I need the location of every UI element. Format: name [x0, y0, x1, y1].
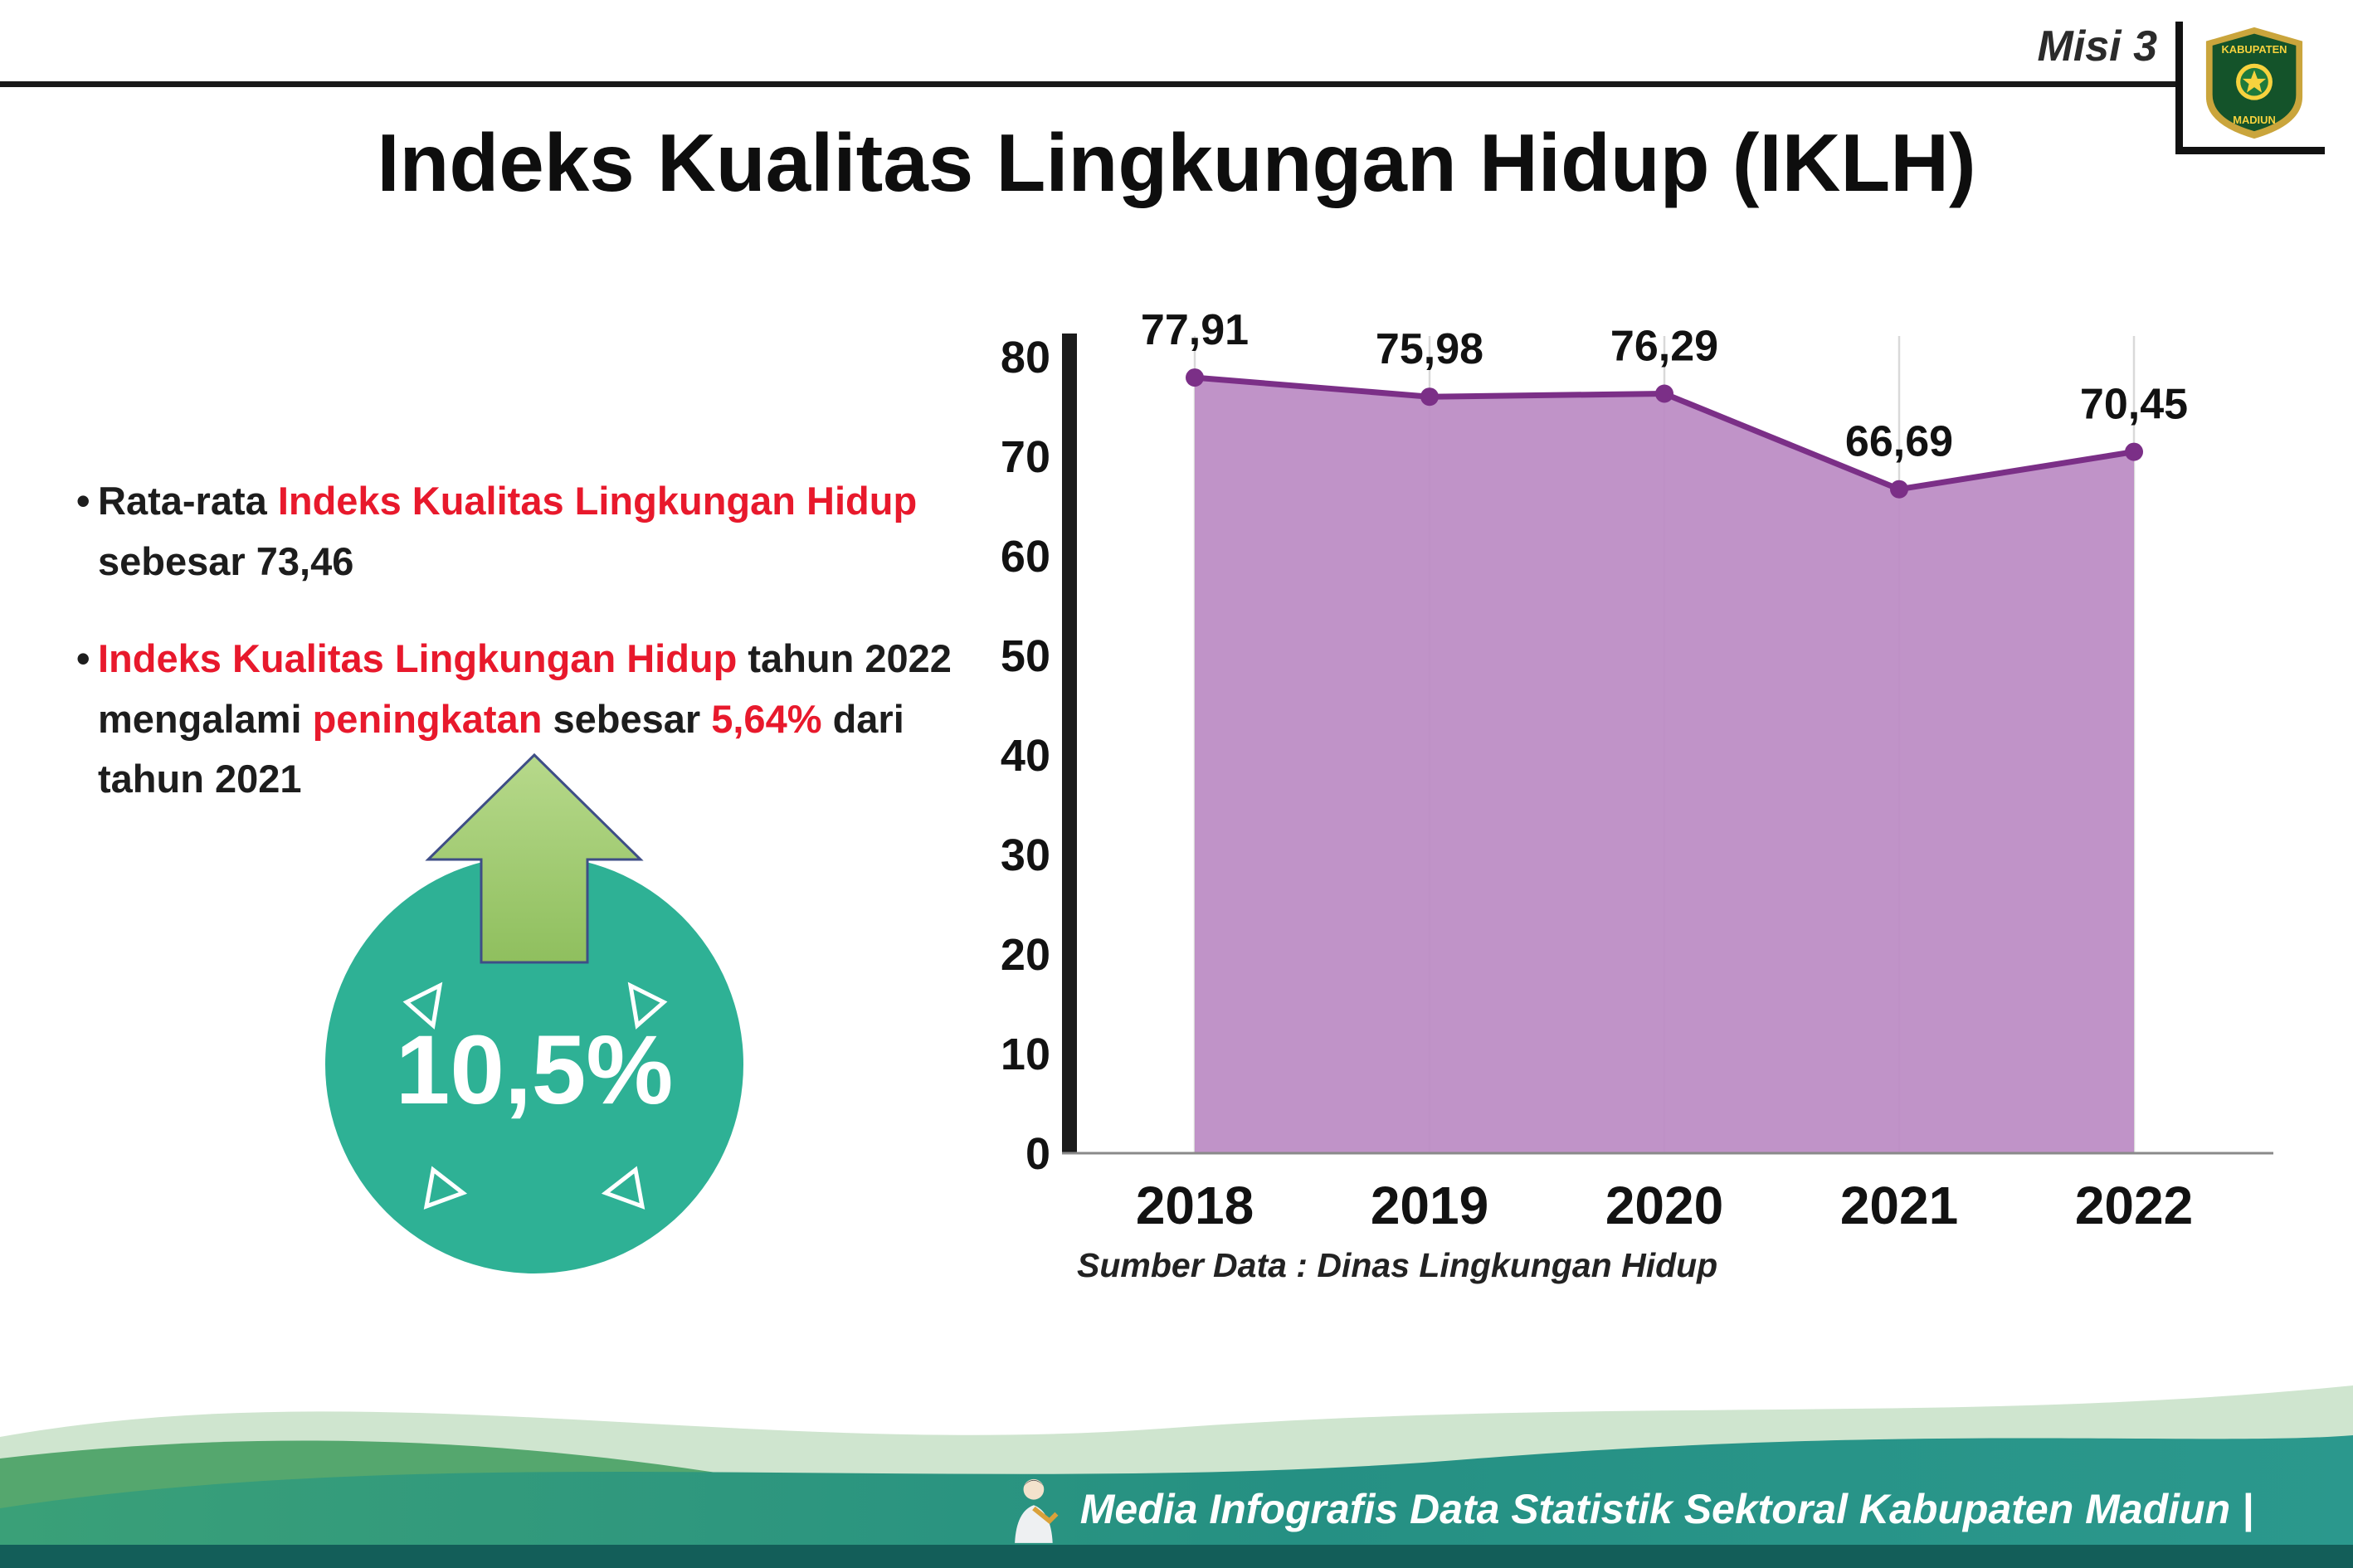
- value-label: 77,91: [1141, 306, 1249, 354]
- bullet-text-highlight: Indeks Kualitas Lingkungan Hidup: [98, 635, 738, 680]
- logo-text-bottom: MADIUN: [2233, 114, 2276, 126]
- header-rule: [0, 81, 2175, 87]
- summary-bullets: • Rata-rata Indeks Kualitas Lingkungan H…: [76, 471, 1022, 846]
- y-tick-label: 0: [1025, 1129, 1050, 1179]
- bullet-text-highlight: 5,64%: [711, 696, 822, 741]
- footer-strip: [0, 1545, 2353, 1568]
- bullet-line: Indeks Kualitas Lingkungan Hidup tahun 2…: [98, 629, 952, 689]
- value-label: 70,45: [2080, 381, 2188, 429]
- bullet-increase: • Indeks Kualitas Lingkungan Hidup tahun…: [76, 629, 1022, 811]
- bullet-line: Rata-rata Indeks Kualitas Lingkungan Hid…: [98, 471, 917, 532]
- y-tick-label: 10: [1001, 1030, 1050, 1079]
- bullet-text: dari: [821, 696, 904, 741]
- misi-label: Misi 3: [2037, 22, 2158, 71]
- bullet-marker: •: [76, 479, 90, 523]
- mascot-icon: [1014, 1478, 1059, 1543]
- logo-star-icon: [2242, 70, 2266, 93]
- footer-waves: [0, 1385, 2353, 1568]
- value-label: 66,69: [1845, 418, 1953, 466]
- y-tick-label: 40: [1001, 731, 1050, 781]
- logo-frame: KABUPATEN MADIUN: [2175, 22, 2325, 154]
- chart-source: Sumber Data : Dinas Lingkungan Hidup: [1077, 1246, 1718, 1284]
- bullet-content: Indeks Kualitas Lingkungan Hidup tahun 2…: [98, 629, 952, 811]
- increase-badge: 10,5%: [325, 752, 743, 1273]
- y-tick-label: 60: [1001, 532, 1050, 582]
- triangle-decoration-icon: [601, 1166, 645, 1210]
- bullet-text: sebesar 73,46: [98, 538, 354, 583]
- bullet-text: tahun 2021: [98, 757, 302, 801]
- bullet-content: Rata-rata Indeks Kualitas Lingkungan Hid…: [98, 471, 917, 592]
- y-tick-label: 20: [1001, 930, 1050, 980]
- page-title: Indeks Kualitas Lingkungan Hidup (IKLH): [377, 117, 1976, 208]
- triangle-decoration-icon: [627, 981, 668, 1030]
- data-point: [1420, 387, 1439, 407]
- bullet-text-highlight: peningkatan: [312, 696, 543, 741]
- bullet-text: sebesar: [542, 696, 712, 741]
- x-tick-label: 2021: [1840, 1176, 1958, 1235]
- data-point: [1655, 384, 1673, 403]
- iklh-chart: 77,91 75,98 76,29 66,69 70,45 0 10 20 30 40 50 60 70…: [1001, 306, 2273, 1235]
- logo-text-top: KABUPATEN: [2221, 42, 2287, 55]
- value-label: 76,29: [1610, 323, 1718, 371]
- y-tick-label: 80: [1001, 333, 1050, 382]
- x-tick-label: 2020: [1605, 1176, 1723, 1235]
- badge-circle: [325, 855, 743, 1273]
- y-axis-bar: [1062, 334, 1077, 1153]
- bullet-marker: •: [76, 635, 90, 680]
- footer-text: Media Infografis Data Statistik Sektoral…: [1079, 1486, 2253, 1532]
- area-fill: [1195, 377, 2134, 1154]
- bullet-text-highlight: Indeks Kualitas Lingkungan Hidup: [277, 479, 918, 523]
- footer-wave-teal: [0, 1435, 2353, 1568]
- bullet-line: tahun 2021: [98, 749, 952, 810]
- bullet-text: mengalami: [98, 696, 313, 741]
- triangle-decoration-icon: [402, 981, 443, 1030]
- kabupaten-madiun-logo: KABUPATEN MADIUN: [2205, 27, 2302, 139]
- up-arrow-icon: [425, 752, 644, 964]
- bullet-average: • Rata-rata Indeks Kualitas Lingkungan H…: [76, 471, 1022, 592]
- bullet-line: mengalami peningkatan sebesar 5,64% dari: [98, 689, 952, 750]
- data-point: [2125, 442, 2143, 461]
- value-label: 75,98: [1376, 325, 1483, 373]
- y-tick-label: 50: [1001, 631, 1050, 681]
- bullet-text: Rata-rata: [98, 479, 278, 523]
- x-tick-label: 2019: [1371, 1176, 1488, 1235]
- data-point: [1186, 368, 1204, 387]
- y-tick-label: 30: [1001, 830, 1050, 880]
- x-tick-label: 2018: [1136, 1176, 1254, 1235]
- badge-value: 10,5%: [396, 1015, 674, 1125]
- y-tick-label: 70: [1001, 432, 1050, 482]
- triangle-decoration-icon: [423, 1166, 468, 1210]
- bullet-text: tahun 2022: [737, 635, 952, 680]
- footer-credit: Media Infografis Data Statistik Sektoral…: [1001, 1473, 2253, 1545]
- bullet-line: sebesar 73,46: [98, 532, 917, 592]
- x-tick-label: 2022: [2075, 1176, 2193, 1235]
- data-point: [1890, 480, 1908, 499]
